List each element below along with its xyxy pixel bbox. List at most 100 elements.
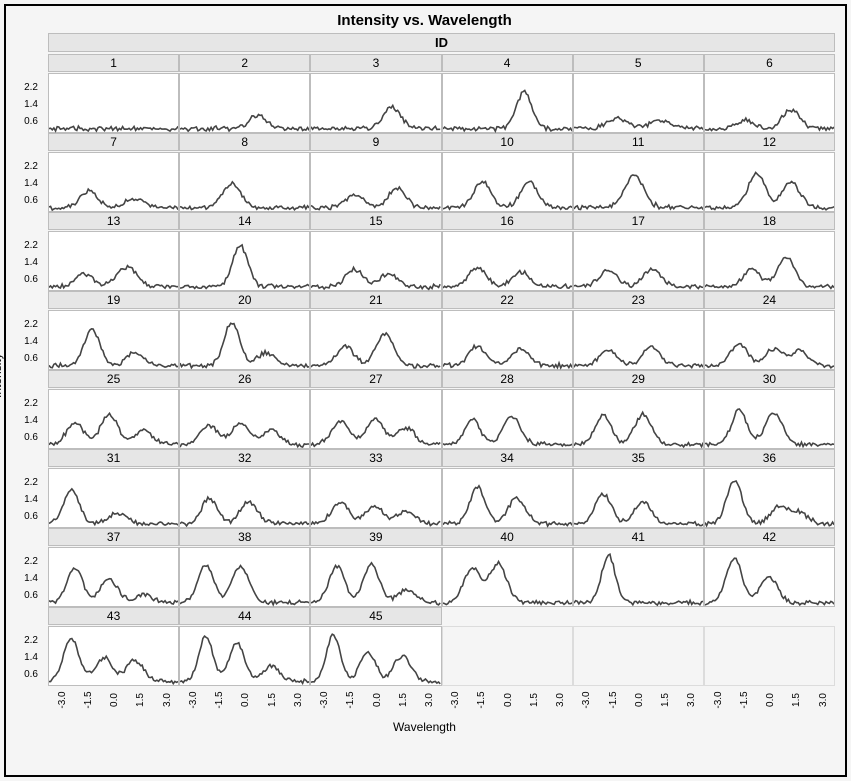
panel-cell: 31 [48,449,179,528]
panel-id-label: 3 [310,54,441,72]
series-line [443,486,572,526]
panel-id-label: 22 [442,291,573,309]
series-line [180,245,309,289]
panel-plot [48,152,179,212]
y-tick-label: 0.6 [6,354,38,364]
y-tick-label: 1.4 [6,179,38,189]
panel-cell: 15 [310,212,441,291]
panel-plot [442,389,573,449]
panel-cell: 22 [442,291,573,370]
series-line [180,636,309,683]
x-ticks: -3.0-1.50.01.53.0 [442,686,573,718]
x-tick-label: -3.0 [581,691,592,708]
chart-frame: Intensity vs. Wavelength ID Intensity 12… [4,4,847,777]
y-tick-label: 2.2 [6,478,38,488]
y-tick-label: 0.6 [6,117,38,127]
panel-cell: 6 [704,54,835,133]
panel-cell: 36 [704,449,835,528]
panel-cell: 25 [48,370,179,449]
panel-cell: 34 [442,449,573,528]
x-tick-label: -1.5 [83,691,94,708]
panel-cell: 21 [310,291,441,370]
y-tick-label: 1.4 [6,337,38,347]
x-tick-label: 0.0 [240,693,251,707]
panel-cell: 33 [310,449,441,528]
panel-cell: 30 [704,370,835,449]
panel-plot [573,547,704,607]
panel-plot [442,626,573,686]
panel-id-label: 25 [48,370,179,388]
panel-plot [310,626,441,686]
panel-cell: 16 [442,212,573,291]
series-line [705,344,834,368]
panel-plot [442,468,573,528]
panel-cell: 1 [48,54,179,133]
panel-cell: 3 [310,54,441,133]
series-line [49,568,178,604]
panel-plot [442,231,573,291]
panel-id-label: 7 [48,133,179,151]
panel-cell: 35 [573,449,704,528]
panel-cell: 27 [310,370,441,449]
series-line [49,413,178,445]
panel-plot [310,231,441,291]
panel-id-label: 21 [310,291,441,309]
panel-id-label: 19 [48,291,179,309]
y-tick-label: 1.4 [6,100,38,110]
x-tick-label: 3.0 [686,693,697,707]
y-ticks: 0.61.42.2 [6,75,40,135]
panel-cell: 26 [179,370,310,449]
panel-id-label: 30 [704,370,835,388]
y-tick-label: 0.6 [6,512,38,522]
panel-id-label: 45 [310,607,441,625]
series-line [311,267,440,289]
series-line [574,117,703,130]
series-line [311,105,440,130]
panel-id-label: 1 [48,54,179,72]
series-line [443,345,572,368]
series-line [705,258,834,289]
x-tick-label: 0.0 [503,693,514,707]
x-tick-label: 3.0 [424,693,435,707]
series-line [180,565,309,604]
x-axis-row: -3.0-1.50.01.53.0-3.0-1.50.01.53.0-3.0-1… [48,686,835,718]
y-ticks: 0.61.42.2 [6,233,40,293]
panel-plot [704,310,835,370]
panel-plot [310,389,441,449]
panel-plot [442,310,573,370]
x-tick-label: -1.5 [608,691,619,708]
panel-id-label: 27 [310,370,441,388]
panel-cell: 28 [442,370,573,449]
panel-plot [48,73,179,133]
series-line [705,109,834,130]
panel-cell: 8 [179,133,310,212]
x-tick-label: 1.5 [529,693,540,707]
x-tick-label: 3.0 [818,693,829,707]
x-tick-label: -1.5 [739,691,750,708]
panel-cell: 32 [179,449,310,528]
x-tick-label: 1.5 [267,693,278,707]
x-ticks: -3.0-1.50.01.53.0 [704,686,835,718]
panel-plot [310,547,441,607]
y-ticks: 0.61.42.2 [6,549,40,609]
series-line [180,115,309,132]
panel-id-label: 32 [179,449,310,467]
panel-id-label: 38 [179,528,310,546]
x-tick-label: 1.5 [135,693,146,707]
panel-plot [310,152,441,212]
panel-cell: 17 [573,212,704,291]
panel-plot [310,310,441,370]
series-line [574,268,703,288]
series-line [705,558,834,605]
y-axis-label: Intensity [0,353,4,398]
panel-cell: 20 [179,291,310,370]
y-ticks: 0.61.42.2 [6,154,40,214]
panel-plot [179,626,310,686]
x-tick-label: 1.5 [660,693,671,707]
y-tick-label: 2.2 [6,557,38,567]
panel-cell: 29 [573,370,704,449]
series-line [574,554,703,605]
series-line [311,634,440,684]
x-tick-label: -1.5 [476,691,487,708]
panel-id-label: 44 [179,607,310,625]
